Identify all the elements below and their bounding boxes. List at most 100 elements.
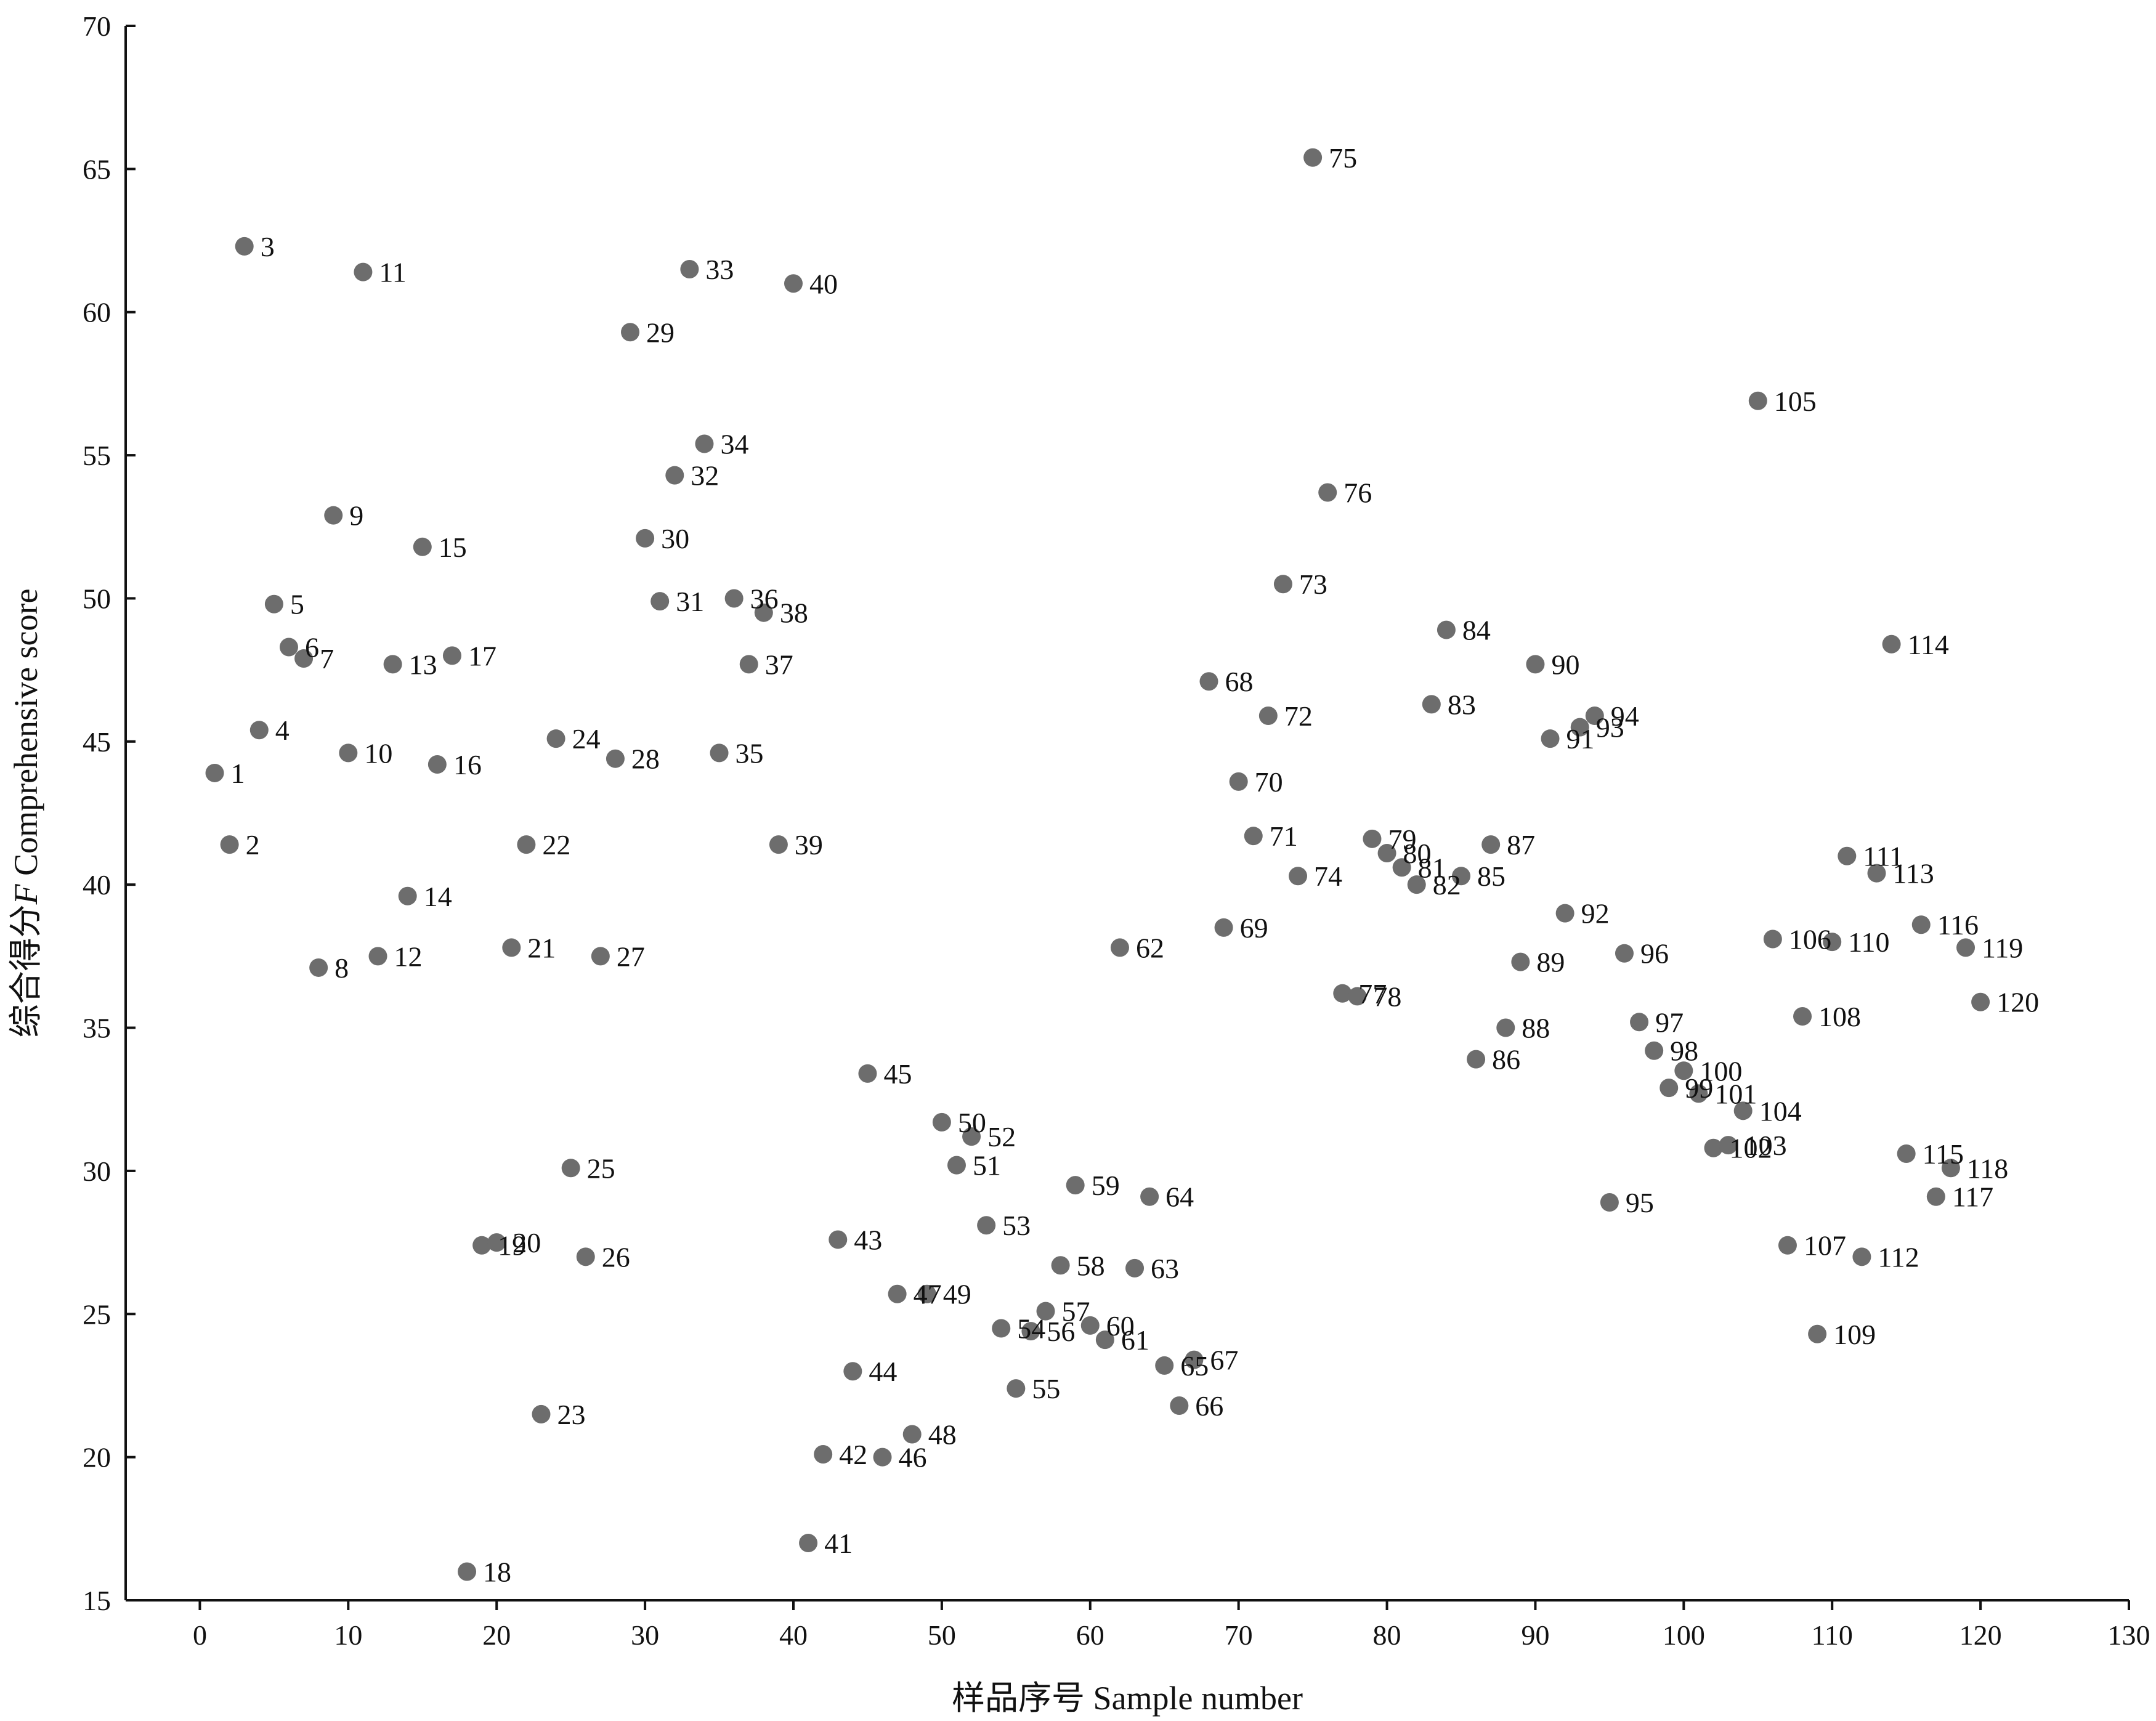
- x-tick-label: 110: [1812, 1619, 1853, 1651]
- y-tick-label: 35: [83, 1013, 111, 1044]
- data-point: [472, 1236, 492, 1255]
- point-label: 3: [261, 231, 275, 262]
- data-point: [680, 260, 699, 279]
- point-label: 7: [320, 643, 334, 674]
- point-label: 118: [1967, 1152, 2008, 1184]
- point-label: 4: [275, 715, 290, 746]
- data-point: [1748, 391, 1767, 410]
- point-label: 50: [958, 1107, 986, 1138]
- point-label: 90: [1551, 649, 1579, 680]
- data-point: [843, 1362, 862, 1381]
- point-label: 43: [854, 1224, 882, 1255]
- point-label: 6: [305, 631, 319, 663]
- data-point: [1244, 827, 1263, 846]
- point-label: 119: [1982, 932, 2023, 963]
- point-label: 116: [1937, 909, 1979, 941]
- point-label: 104: [1759, 1095, 1802, 1127]
- point-label: 52: [987, 1121, 1016, 1152]
- data-point: [1125, 1258, 1145, 1278]
- data-point: [235, 237, 254, 256]
- point-label: 108: [1818, 1001, 1861, 1032]
- data-point: [606, 749, 625, 768]
- point-label: 89: [1536, 947, 1565, 978]
- point-label: 115: [1923, 1138, 1964, 1170]
- point-label: 59: [1092, 1170, 1120, 1201]
- data-point: [264, 594, 283, 613]
- data-point: [1719, 1136, 1738, 1155]
- x-tick-label: 50: [928, 1619, 956, 1651]
- data-points: [205, 148, 1990, 1581]
- data-point: [1882, 634, 1901, 654]
- point-label: 10: [364, 737, 392, 769]
- x-tick-label: 100: [1663, 1619, 1705, 1651]
- data-point: [1392, 858, 1411, 877]
- x-tick-label: 60: [1076, 1619, 1104, 1651]
- data-point: [1808, 1324, 1827, 1343]
- point-label: 9: [349, 500, 363, 532]
- point-label: 101: [1714, 1078, 1757, 1109]
- data-point: [1763, 929, 1782, 949]
- point-label: 20: [513, 1227, 541, 1258]
- data-point: [1363, 829, 1382, 848]
- point-label: 64: [1165, 1181, 1194, 1213]
- y-axis-title-variable: F: [7, 883, 44, 905]
- data-point: [1229, 772, 1248, 791]
- data-point: [1793, 1006, 1812, 1026]
- data-point: [1704, 1138, 1723, 1157]
- data-point: [1258, 706, 1278, 725]
- point-label: 58: [1077, 1250, 1105, 1281]
- x-tick-label: 20: [482, 1619, 511, 1651]
- data-point: [977, 1216, 996, 1235]
- data-point: [1852, 1247, 1871, 1266]
- data-point: [932, 1112, 951, 1132]
- data-point: [1214, 918, 1233, 937]
- data-point: [532, 1404, 551, 1423]
- data-point: [1496, 1018, 1515, 1037]
- data-point: [1333, 984, 1352, 1003]
- point-label: 29: [646, 317, 675, 348]
- point-label: 75: [1329, 142, 1357, 174]
- data-point: [665, 466, 684, 485]
- point-label: 86: [1492, 1044, 1520, 1075]
- data-point: [309, 958, 328, 977]
- point-label: 91: [1566, 723, 1595, 755]
- data-point: [1526, 655, 1545, 674]
- data-point: [1051, 1256, 1070, 1275]
- data-point: [1689, 1084, 1708, 1103]
- data-point: [1926, 1187, 1945, 1206]
- data-point: [1630, 1013, 1649, 1032]
- point-label: 120: [1996, 987, 2039, 1018]
- data-point: [1838, 846, 1857, 865]
- point-label: 111: [1863, 841, 1903, 872]
- point-label: 34: [720, 429, 748, 460]
- x-tick-label: 30: [631, 1619, 659, 1651]
- point-label: 97: [1655, 1006, 1684, 1038]
- data-point: [1481, 835, 1501, 854]
- data-point: [1377, 844, 1396, 863]
- point-label: 23: [557, 1399, 585, 1430]
- y-tick-label: 70: [83, 10, 111, 42]
- point-label: 114: [1908, 629, 1949, 660]
- point-label: 73: [1299, 569, 1327, 600]
- data-point: [428, 755, 447, 774]
- point-label: 38: [780, 597, 808, 629]
- data-point: [383, 655, 402, 674]
- data-point: [1541, 729, 1560, 748]
- point-label: 8: [334, 952, 349, 984]
- point-label: 81: [1418, 852, 1446, 883]
- data-point: [354, 262, 373, 281]
- y-axis-title-suffix: Comprehensive score: [7, 589, 44, 885]
- point-label: 109: [1833, 1319, 1876, 1350]
- data-point: [992, 1319, 1011, 1338]
- point-label: 107: [1804, 1230, 1846, 1261]
- point-label: 110: [1848, 926, 1889, 958]
- point-label: 28: [631, 743, 660, 775]
- data-point: [502, 938, 521, 957]
- data-point: [487, 1233, 506, 1252]
- point-label: 112: [1878, 1241, 1919, 1273]
- point-label: 46: [899, 1442, 927, 1473]
- point-label: 99: [1685, 1072, 1713, 1104]
- point-label: 45: [883, 1058, 912, 1090]
- data-point: [1897, 1144, 1916, 1164]
- data-point: [546, 729, 565, 748]
